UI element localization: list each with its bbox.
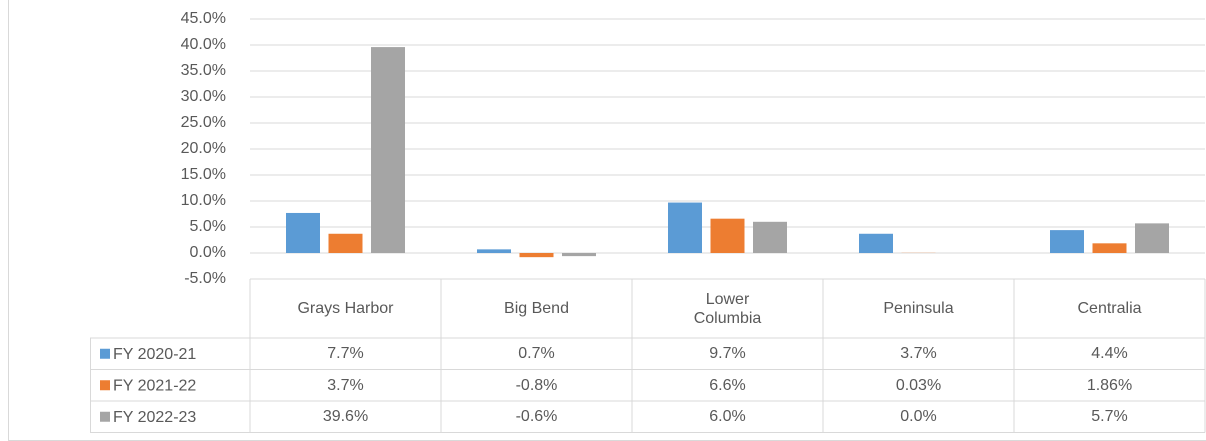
legend-swatch bbox=[100, 380, 110, 391]
bar bbox=[668, 202, 702, 253]
value-label: 4.4% bbox=[1091, 345, 1128, 363]
bar bbox=[562, 253, 596, 257]
value-label: -0.8% bbox=[515, 376, 558, 394]
value-label: 3.7% bbox=[327, 376, 364, 394]
y-tick-label: 35.0% bbox=[181, 62, 226, 79]
legend-swatch bbox=[100, 411, 110, 422]
value-label: 6.6% bbox=[709, 376, 746, 394]
value-label: 1.86% bbox=[1086, 376, 1133, 394]
bar bbox=[1135, 223, 1169, 253]
value-label: 5.7% bbox=[1091, 408, 1128, 426]
bar bbox=[371, 47, 405, 253]
y-tick-label: 15.0% bbox=[181, 166, 226, 183]
y-tick-label: -5.0% bbox=[184, 270, 226, 287]
value-label: -0.6% bbox=[515, 408, 558, 426]
y-tick-label: 25.0% bbox=[181, 114, 226, 131]
bar bbox=[859, 233, 893, 253]
category-label: Centralia bbox=[1077, 300, 1142, 317]
y-tick-label: 40.0% bbox=[181, 36, 226, 53]
y-tick-label: 10.0% bbox=[181, 192, 226, 209]
legend-label: FY 2021-22 bbox=[113, 377, 196, 394]
value-label: 3.7% bbox=[900, 345, 937, 363]
bar bbox=[328, 233, 363, 253]
category-label: Grays Harbor bbox=[297, 300, 394, 317]
bar bbox=[286, 212, 320, 253]
value-label: 6.0% bbox=[709, 408, 746, 426]
value-label: 9.7% bbox=[709, 345, 746, 363]
category-label: Peninsula bbox=[883, 300, 954, 317]
bar bbox=[1050, 230, 1084, 253]
legend-swatch bbox=[100, 348, 110, 359]
y-tick-label: 30.0% bbox=[181, 88, 226, 105]
y-tick-label: 45.0% bbox=[181, 10, 226, 27]
y-tick-label: 20.0% bbox=[181, 140, 226, 157]
category-label: Big Bend bbox=[504, 300, 569, 317]
y-tick-label: 0.0% bbox=[190, 244, 226, 261]
value-label: 39.6% bbox=[322, 408, 369, 426]
value-label: 0.03% bbox=[895, 376, 942, 394]
value-label: 0.0% bbox=[900, 408, 937, 426]
bar bbox=[519, 253, 554, 258]
y-tick-label: 5.0% bbox=[190, 218, 226, 235]
bar bbox=[477, 249, 511, 253]
bar bbox=[1092, 243, 1127, 253]
value-label: 7.7% bbox=[327, 345, 364, 363]
value-label: 0.7% bbox=[518, 345, 555, 363]
category-label: Lower Columbia bbox=[693, 290, 762, 327]
legend-label: FY 2022-23 bbox=[113, 409, 196, 426]
bar bbox=[710, 218, 745, 253]
bar bbox=[753, 221, 787, 253]
legend-label: FY 2020-21 bbox=[113, 346, 196, 363]
